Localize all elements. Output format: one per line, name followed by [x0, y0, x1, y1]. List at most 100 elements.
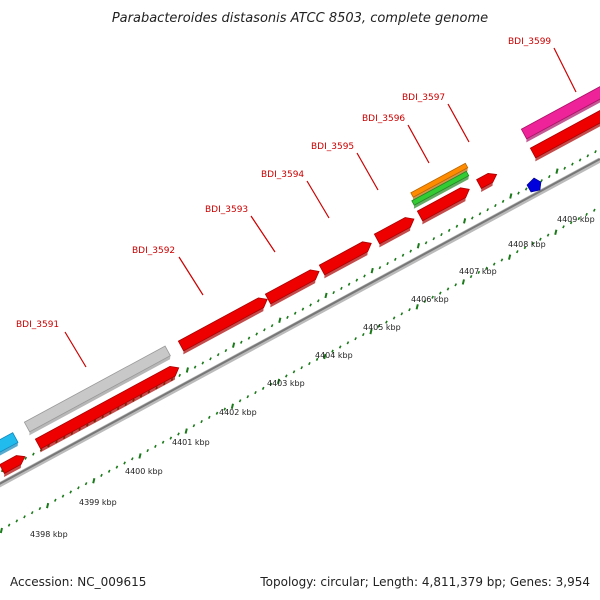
scale-tick — [423, 299, 427, 304]
outer-tick — [517, 191, 520, 195]
scale-tick — [246, 395, 250, 399]
cds-arrow — [373, 217, 415, 248]
scale-tick — [515, 250, 519, 254]
scale-tick — [492, 262, 496, 266]
cds-arrow — [0, 455, 26, 477]
pseudogene-feature — [23, 345, 171, 436]
scale-tick — [269, 382, 273, 386]
scale-label: 4402 kbp — [219, 408, 257, 417]
outer-tick — [386, 261, 389, 266]
gene-leader-line — [356, 152, 379, 191]
gene-leader-line — [64, 331, 87, 368]
outer-tick — [470, 216, 474, 220]
scale-tick — [485, 266, 488, 270]
scale-tick — [369, 328, 373, 335]
outer-tick — [270, 324, 274, 328]
scale-tick — [431, 295, 434, 299]
scale-tick — [562, 225, 565, 229]
gene-label: BDI_3595 — [311, 142, 354, 152]
genome-backbone — [0, 157, 600, 488]
cds-arrow-body — [0, 455, 26, 474]
scale-tick — [592, 208, 596, 212]
orange-feature-body — [410, 162, 469, 198]
scale-tick — [546, 233, 550, 237]
outer-tick — [239, 340, 243, 344]
scale-tick — [30, 511, 34, 515]
scale-tick — [377, 324, 381, 328]
scale-tick — [123, 461, 126, 465]
pink-feature-body — [520, 85, 600, 140]
cds-arrow-shade — [40, 376, 176, 453]
scale-tick — [469, 274, 473, 279]
outer-tick — [370, 267, 374, 274]
feature-track — [0, 85, 600, 477]
scale-tick — [308, 361, 311, 366]
outer-tick — [247, 336, 251, 340]
outer-tick — [455, 224, 459, 228]
scale-tick — [569, 221, 573, 225]
outer-tick — [332, 290, 336, 295]
scale-label: 4404 kbp — [315, 351, 353, 360]
scale-tick — [300, 366, 304, 370]
outer-tick — [463, 218, 467, 224]
backbone-shadow — [0, 157, 600, 488]
scale-tick — [223, 407, 227, 411]
scale-tick — [292, 370, 296, 374]
cds-arrow-body — [476, 173, 498, 189]
scale-tick-ring — [0, 208, 596, 534]
outer-tick — [193, 365, 197, 369]
scale-tick — [69, 490, 73, 494]
gene-label: BDI_3593 — [205, 205, 248, 215]
scale-label: 4409 kbp — [557, 215, 595, 224]
outer-tick — [24, 456, 28, 460]
cds-arrow-body — [529, 109, 600, 159]
scale-tick — [238, 399, 242, 403]
scale-tick — [77, 486, 80, 490]
outer-tick — [255, 332, 259, 336]
scale-tick — [315, 357, 319, 361]
cds-arrow-shade — [270, 279, 316, 308]
scale-tick — [554, 229, 558, 235]
gene-label: BDI_3592 — [132, 246, 175, 256]
gene-leader-line — [250, 215, 276, 253]
scale-tick — [254, 390, 257, 395]
scale-label: 4403 kbp — [267, 379, 305, 388]
scale-tick — [500, 258, 504, 262]
scale-tick — [508, 254, 512, 260]
pink-feature-shade — [526, 96, 600, 143]
scale-tick — [138, 453, 142, 459]
backbone-line — [0, 158, 600, 485]
outer-tick — [509, 193, 513, 199]
scale-tick — [392, 316, 396, 320]
scale-tick — [415, 304, 419, 310]
outer-tick — [347, 282, 351, 286]
outer-tick — [571, 162, 574, 166]
rna-feature — [0, 432, 19, 457]
rna-feature-body — [0, 432, 19, 454]
outer-tick — [316, 299, 320, 303]
cds-arrow-shade — [324, 251, 368, 279]
outer-tick — [555, 168, 559, 174]
scale-tick — [146, 448, 150, 453]
outer-tick — [340, 286, 343, 290]
outer-tick — [416, 242, 420, 249]
outer-tick — [547, 174, 551, 179]
scale-tick — [454, 283, 458, 287]
scale-tick — [215, 411, 219, 415]
outer-tick — [586, 154, 590, 158]
outer-tick — [424, 241, 428, 245]
outer-tick — [32, 452, 35, 456]
gene-leader-line — [553, 47, 577, 93]
scale-label: 4401 kbp — [172, 438, 210, 447]
scale-tick — [184, 428, 188, 434]
scale-tick — [192, 424, 196, 428]
cds-arrow-body — [318, 241, 372, 276]
gene-label: BDI_3591 — [16, 320, 59, 330]
gene-leader-line — [407, 124, 430, 164]
scale-tick — [361, 332, 365, 337]
cds-arrow-shade — [535, 119, 600, 162]
outer-tick — [393, 257, 397, 261]
outer-tick — [224, 348, 228, 353]
cds-arrow — [476, 173, 498, 192]
